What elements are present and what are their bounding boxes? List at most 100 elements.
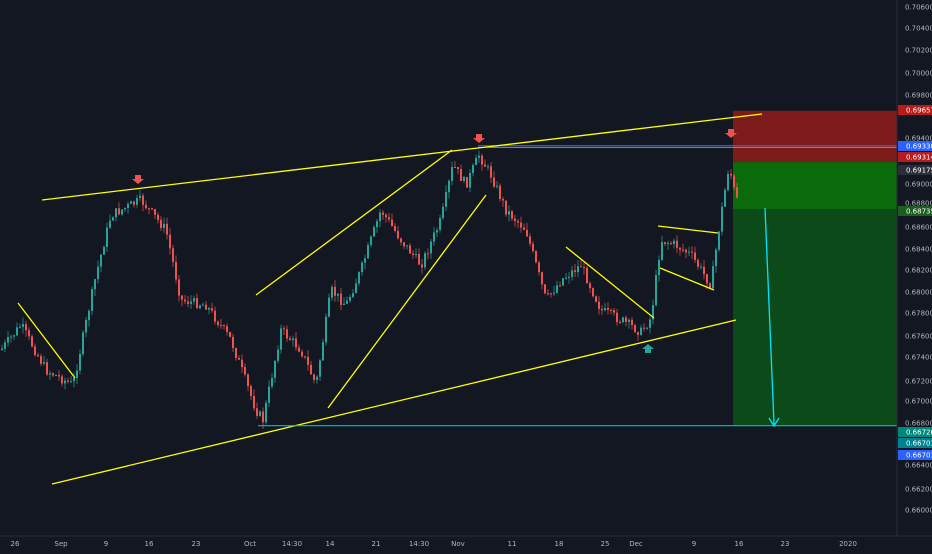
candle-body bbox=[58, 375, 60, 377]
candle-body bbox=[541, 272, 543, 285]
candle-body bbox=[388, 217, 390, 220]
candle-body bbox=[91, 289, 93, 311]
candle-body bbox=[346, 300, 348, 304]
stop-loss-zone bbox=[733, 110, 897, 163]
candle-body bbox=[730, 173, 732, 176]
candle-body bbox=[118, 208, 120, 215]
trendline-nov-down[interactable] bbox=[565, 246, 655, 319]
y-tick-label: 0.67200 bbox=[905, 378, 932, 386]
candle-body bbox=[478, 155, 480, 158]
candle-body bbox=[310, 364, 312, 375]
x-tick-label: 23 bbox=[192, 540, 201, 548]
y-tick-label: 0.66000 bbox=[905, 507, 932, 515]
candle-body bbox=[682, 249, 684, 251]
x-tick-label: Oct bbox=[244, 540, 256, 548]
candle-body bbox=[37, 355, 39, 357]
candle-body bbox=[271, 377, 273, 387]
trendline-rise-lower[interactable] bbox=[327, 194, 487, 409]
candle-body bbox=[115, 208, 117, 218]
candle-body bbox=[286, 329, 288, 339]
support-trendline[interactable] bbox=[51, 319, 737, 485]
candle-body bbox=[442, 206, 444, 219]
projection-arrow-line[interactable] bbox=[764, 207, 775, 425]
candle-body bbox=[304, 356, 306, 358]
x-tick-label: 14:30 bbox=[409, 540, 429, 548]
candle-body bbox=[370, 236, 372, 245]
candle-body bbox=[40, 356, 42, 364]
projection-arrow-head bbox=[768, 417, 780, 428]
candle-body bbox=[139, 195, 141, 199]
flag-bottom-line[interactable] bbox=[659, 267, 715, 291]
candle-body bbox=[172, 248, 174, 262]
x-tick-label: Nov bbox=[451, 540, 465, 548]
candle-body bbox=[400, 238, 402, 243]
candle-body bbox=[523, 227, 525, 230]
candle-body bbox=[307, 356, 309, 365]
candle-body bbox=[229, 331, 231, 337]
x-tick-label: 16 bbox=[145, 540, 154, 548]
candle-body bbox=[73, 377, 75, 382]
candle-body bbox=[466, 177, 468, 188]
y-tick-label: 0.70600 bbox=[905, 4, 932, 12]
x-tick-label: 16 bbox=[735, 540, 744, 548]
candle-body bbox=[613, 310, 615, 313]
candle-body bbox=[361, 262, 363, 273]
candle-body bbox=[154, 209, 156, 215]
candle-body bbox=[193, 298, 195, 302]
candle-body bbox=[532, 243, 534, 251]
candle-body bbox=[664, 242, 666, 244]
price-axis[interactable]: 0.70600 0.70400 0.70200 0.70000 0.69800 0.694… bbox=[905, 4, 932, 515]
candle-body bbox=[610, 309, 612, 311]
drawing-lines[interactable] bbox=[17, 113, 897, 485]
candle-body bbox=[343, 303, 345, 305]
time-axis[interactable]: 26 Sep 9 16 23 Oct 14:30 14 21 14:30 Nov 11 18 25 Dec 9… bbox=[11, 540, 857, 548]
y-tick-label: 0.66400 bbox=[905, 462, 932, 470]
candle-body bbox=[547, 293, 549, 295]
y-tick-label: 0.70200 bbox=[905, 47, 932, 55]
candle-body bbox=[295, 338, 297, 348]
x-tick-label: 9 bbox=[104, 540, 108, 548]
candle-body bbox=[226, 326, 228, 332]
candle-body bbox=[46, 362, 48, 375]
candle-body bbox=[85, 319, 87, 333]
candle-body bbox=[199, 305, 201, 309]
candle-body bbox=[19, 326, 21, 328]
candle-body bbox=[583, 267, 585, 269]
candle-body bbox=[208, 308, 210, 310]
candle-body bbox=[382, 212, 384, 215]
y-tick-label: 0.70000 bbox=[905, 70, 932, 78]
candle-body bbox=[691, 251, 693, 253]
candle-body bbox=[499, 185, 501, 199]
candle-body bbox=[679, 247, 681, 250]
candle-body bbox=[493, 177, 495, 187]
candle-body bbox=[130, 201, 132, 204]
candle-body bbox=[457, 167, 459, 170]
resistance-trendline[interactable] bbox=[41, 147, 479, 201]
y-tick-label: 0.68200 bbox=[905, 267, 932, 275]
candle-body bbox=[655, 274, 657, 306]
x-tick-label: 23 bbox=[781, 540, 790, 548]
candle-body bbox=[556, 285, 558, 293]
candle-body bbox=[214, 310, 216, 322]
candle-body bbox=[643, 327, 645, 329]
candle-body bbox=[481, 155, 483, 165]
candle-body bbox=[706, 274, 708, 284]
candle-body bbox=[511, 211, 513, 219]
candle-body bbox=[148, 208, 150, 210]
candle-body bbox=[238, 358, 240, 360]
y-tick-label: 0.67800 bbox=[905, 310, 932, 318]
candle-body bbox=[220, 325, 222, 327]
candle-body bbox=[415, 253, 417, 255]
flag-top-line[interactable] bbox=[657, 225, 719, 234]
candle-body bbox=[331, 286, 333, 298]
candle-body bbox=[241, 359, 243, 368]
trendline-early-down[interactable] bbox=[17, 302, 76, 379]
trendline-rise-upper[interactable] bbox=[255, 149, 453, 296]
candle-body bbox=[637, 332, 639, 335]
candle-body bbox=[688, 251, 690, 253]
upper-channel-extension[interactable] bbox=[477, 113, 763, 149]
candle-body bbox=[460, 169, 462, 181]
candle-body bbox=[1, 348, 3, 350]
